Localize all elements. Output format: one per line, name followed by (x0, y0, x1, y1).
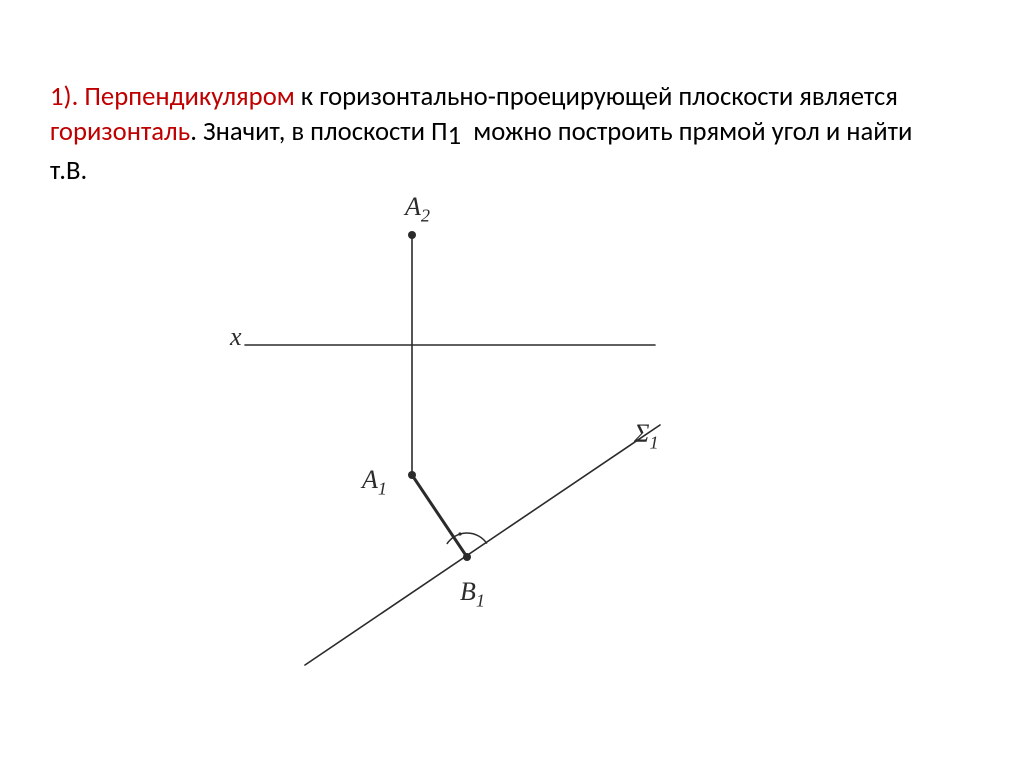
label-A2: A2 (403, 192, 430, 226)
projection-diagram: x Σ1 A2 A1 B1 (0, 0, 1024, 767)
label-A1: A1 (360, 465, 387, 499)
point-B1 (463, 553, 471, 561)
label-B1: B1 (460, 577, 485, 611)
segment-A1-B1 (412, 475, 467, 557)
x-axis-label: x (229, 322, 242, 351)
point-A2 (408, 231, 416, 239)
right-angle-dot (458, 532, 461, 535)
sigma-label: Σ1 (633, 419, 659, 453)
point-A1 (408, 471, 416, 479)
slide-page: { "caption": { "fontsize_pt": 20, "color… (0, 0, 1024, 767)
sigma-line (305, 425, 660, 665)
